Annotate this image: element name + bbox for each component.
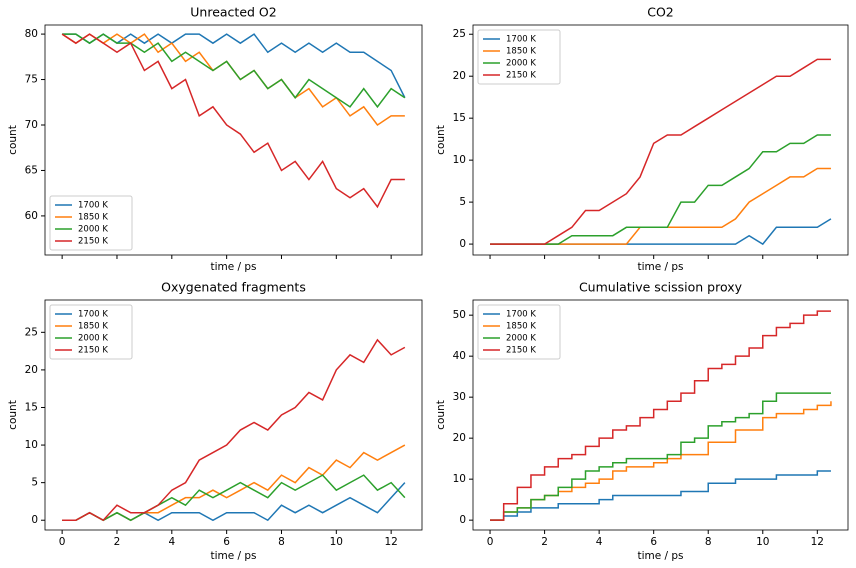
y-tick-label: 20 xyxy=(453,70,466,82)
series-line xyxy=(61,33,405,127)
x-tick-label: 8 xyxy=(278,536,285,548)
axes-frame xyxy=(472,299,849,531)
legend-label: 1700 K xyxy=(78,201,108,211)
series-line xyxy=(490,401,832,521)
x-tick-label: 10 xyxy=(756,536,769,548)
x-axis-label: time / ps xyxy=(210,261,256,273)
legend-label: 1850 K xyxy=(506,47,536,57)
chart-title: CO2 xyxy=(647,5,674,20)
legend-box xyxy=(477,29,561,85)
series-line xyxy=(490,470,831,521)
y-axis-label: count xyxy=(435,125,447,155)
y-tick-label: 5 xyxy=(31,477,38,489)
y-axis-label: count xyxy=(7,400,19,430)
x-tick-label: 6 xyxy=(650,536,657,548)
y-tick-label: 25 xyxy=(453,28,466,40)
series-line xyxy=(490,310,831,521)
series-line xyxy=(490,134,831,245)
y-axis-label: count xyxy=(435,400,447,430)
x-tick-label: 12 xyxy=(811,536,824,548)
x-tick-label: 4 xyxy=(596,536,603,548)
y-tick-label: 75 xyxy=(25,74,38,86)
y-tick-label: 0 xyxy=(459,238,466,250)
legend-label: 2000 K xyxy=(506,334,536,344)
y-tick-label: 20 xyxy=(25,364,38,376)
legend-label: 2000 K xyxy=(506,59,536,69)
legend-box xyxy=(477,304,561,360)
series-line xyxy=(61,33,405,209)
series-line xyxy=(62,33,406,99)
y-tick-label: 0 xyxy=(459,514,466,526)
legend-label: 2150 K xyxy=(78,237,108,247)
legend-label: 1850 K xyxy=(78,322,108,332)
legend-label: 1850 K xyxy=(506,322,536,332)
x-tick-label: 6 xyxy=(223,536,230,548)
x-tick-label: 8 xyxy=(705,536,712,548)
y-tick-label: 25 xyxy=(25,326,38,338)
x-tick-label: 4 xyxy=(168,536,175,548)
chart-title: Cumulative scission proxy xyxy=(579,280,743,295)
y-tick-label: 80 xyxy=(25,28,38,40)
y-tick-label: 15 xyxy=(453,112,466,124)
legend-label: 2000 K xyxy=(78,225,108,235)
legend-label: 2150 K xyxy=(506,71,536,81)
legend-label: 2000 K xyxy=(78,334,108,344)
y-tick-label: 30 xyxy=(453,391,466,403)
y-tick-label: 10 xyxy=(25,439,38,451)
y-tick-label: 20 xyxy=(453,432,466,444)
legend-label: 1700 K xyxy=(78,310,108,320)
x-tick-label: 2 xyxy=(114,536,121,548)
legend-label: 2150 K xyxy=(78,346,108,356)
y-tick-label: 65 xyxy=(25,164,38,176)
x-tick-label: 0 xyxy=(59,536,66,548)
x-tick-label: 12 xyxy=(384,536,397,548)
x-tick-label: 0 xyxy=(487,536,494,548)
y-tick-label: 40 xyxy=(453,350,466,362)
x-axis-label: time / ps xyxy=(637,550,683,562)
y-tick-label: 60 xyxy=(25,210,38,222)
axes-frame xyxy=(44,24,423,256)
y-tick-label: 10 xyxy=(453,154,466,166)
y-tick-label: 50 xyxy=(453,309,466,321)
series-line xyxy=(490,218,832,246)
legend-box xyxy=(49,195,133,251)
x-axis-label: time / ps xyxy=(210,550,256,562)
y-tick-label: 70 xyxy=(25,119,38,131)
chart-title: Unreacted O2 xyxy=(190,5,276,20)
y-tick-label: 10 xyxy=(453,473,466,485)
y-tick-label: 15 xyxy=(25,401,38,413)
x-axis-label: time / ps xyxy=(637,261,683,273)
x-tick-label: 10 xyxy=(330,536,343,548)
y-tick-label: 0 xyxy=(31,514,38,526)
series-line xyxy=(490,167,831,245)
chart-title: Oxygenated fragments xyxy=(161,280,306,295)
legend-label: 2150 K xyxy=(506,346,536,356)
series-line xyxy=(62,338,406,522)
legend-label: 1850 K xyxy=(78,213,108,223)
series-line xyxy=(490,392,831,521)
legend-label: 1700 K xyxy=(506,35,536,45)
y-tick-label: 5 xyxy=(459,196,466,208)
axes-frame xyxy=(472,24,849,256)
x-tick-label: 2 xyxy=(541,536,548,548)
legend-box xyxy=(49,304,133,360)
legend-label: 1700 K xyxy=(506,310,536,320)
series-line xyxy=(490,58,831,245)
series-line xyxy=(62,474,406,522)
axes-frame xyxy=(44,299,423,531)
y-axis-label: count xyxy=(7,125,19,155)
series-line xyxy=(62,33,406,109)
